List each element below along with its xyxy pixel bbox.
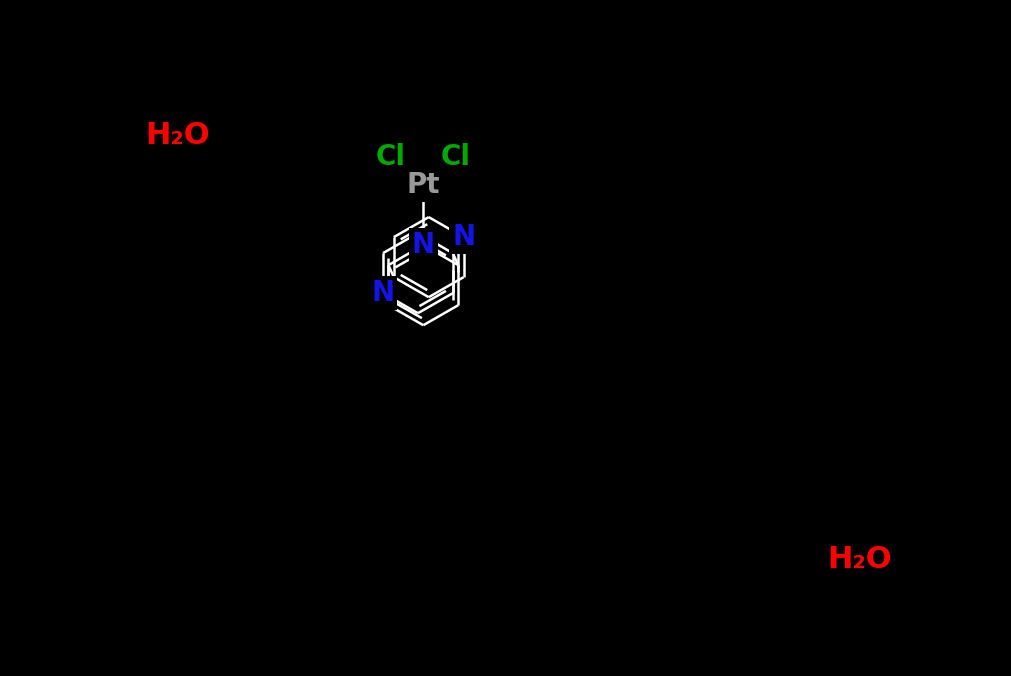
Text: Cl: Cl (440, 143, 470, 171)
Text: Pt: Pt (406, 171, 440, 199)
Text: H₂O: H₂O (145, 121, 209, 150)
Text: N: N (371, 279, 394, 307)
Text: H₂O: H₂O (827, 546, 892, 575)
Text: Cl: Cl (376, 143, 405, 171)
Text: N: N (452, 223, 475, 251)
Text: N: N (411, 231, 435, 259)
